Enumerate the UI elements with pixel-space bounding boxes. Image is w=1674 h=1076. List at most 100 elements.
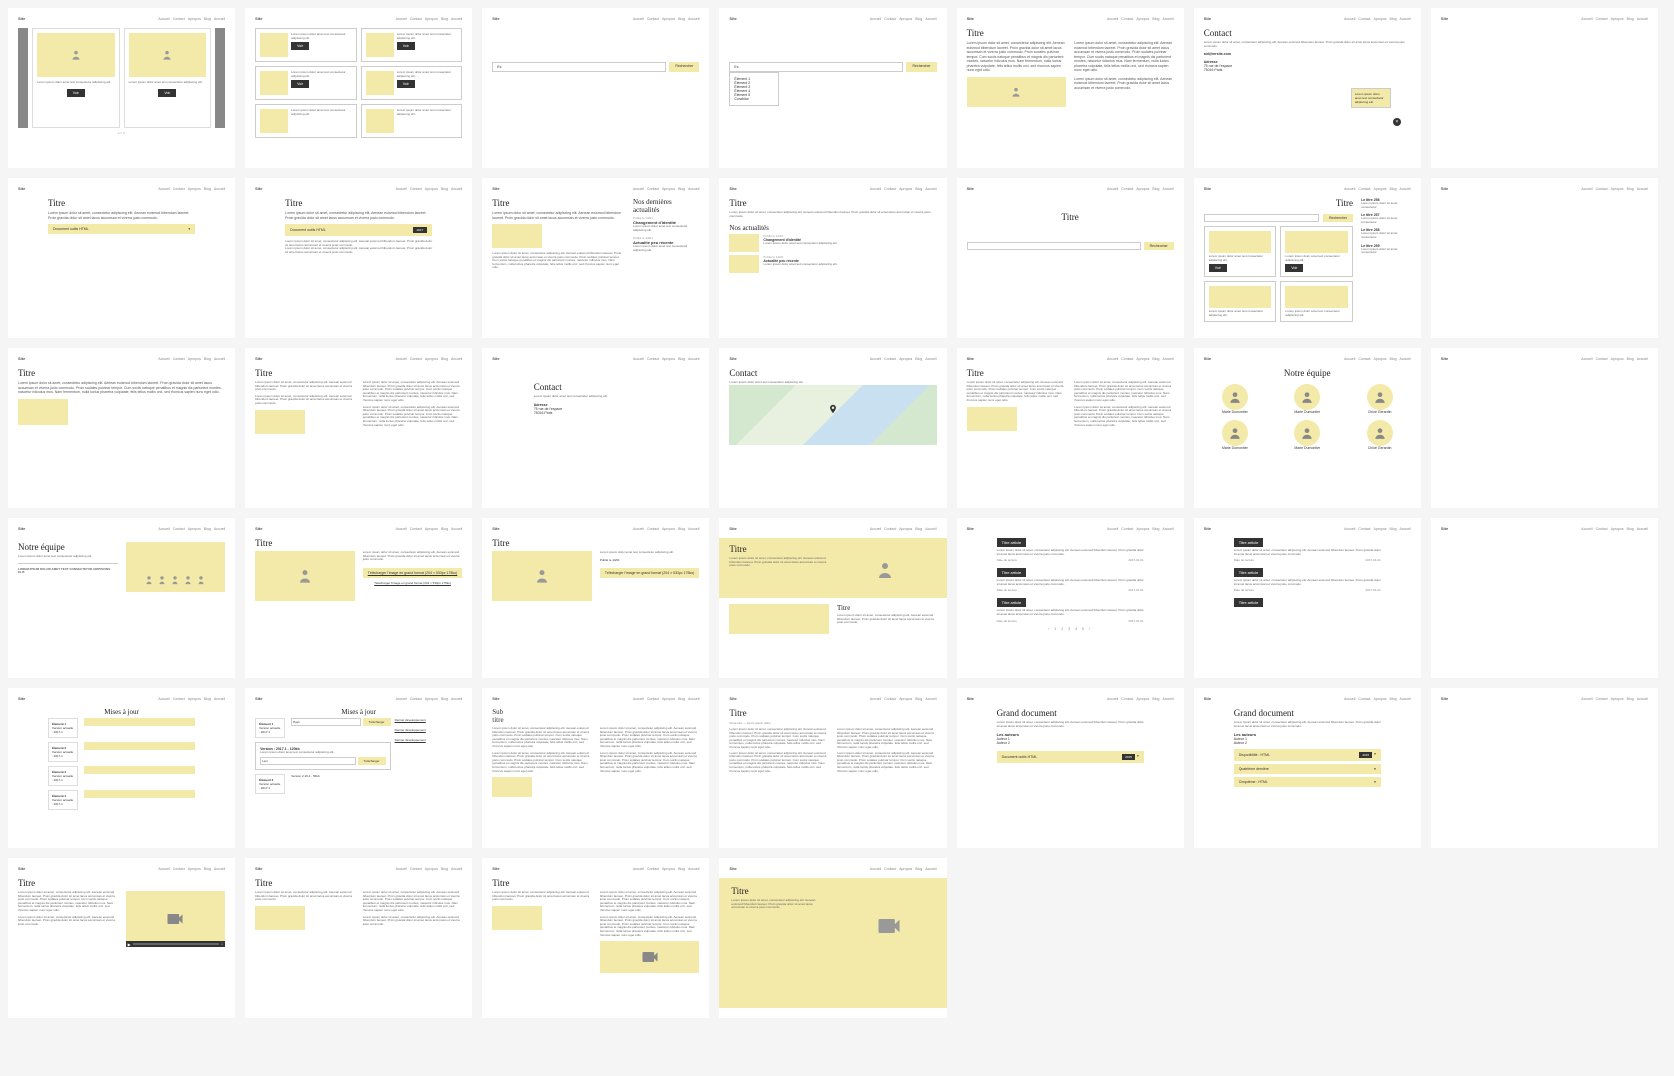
nav-item[interactable]: Apropos <box>1373 527 1386 531</box>
doc-option[interactable]: Disponibilité : HTML2015▾ <box>1234 749 1381 761</box>
nav-item[interactable]: Accueil <box>396 697 407 701</box>
nav-item[interactable]: Contact <box>1121 357 1133 361</box>
nav-item[interactable]: Apropos <box>662 357 675 361</box>
nav-item[interactable]: Blog <box>1627 187 1634 191</box>
site-name[interactable]: Site <box>18 16 25 21</box>
nav-item[interactable]: Apropos <box>1611 527 1624 531</box>
nav-item[interactable]: Apropos <box>188 17 201 21</box>
nav-item[interactable]: Apropos <box>1136 697 1149 701</box>
nav-item[interactable]: Apropos <box>1611 357 1624 361</box>
nav-item[interactable]: Accueil <box>1344 187 1355 191</box>
nav-item[interactable]: Apropos <box>425 697 438 701</box>
email-link[interactable]: sid@mrsite.com <box>1204 52 1231 56</box>
nav-item[interactable]: Accueil <box>1400 17 1411 21</box>
site-name[interactable]: Site <box>18 356 25 361</box>
voir-button[interactable]: Voir <box>291 80 309 88</box>
nav-item[interactable]: Contact <box>1358 17 1370 21</box>
nav-item[interactable]: Blog <box>1390 17 1397 21</box>
nav-item[interactable]: Accueil <box>1637 17 1648 21</box>
nav-item[interactable]: Accueil <box>214 187 225 191</box>
site-name[interactable]: Site <box>255 356 262 361</box>
nav-item[interactable]: Apropos <box>899 697 912 701</box>
close-icon[interactable]: × <box>1393 118 1401 126</box>
nav-item[interactable]: Apropos <box>662 697 675 701</box>
nav-item[interactable]: Apropos <box>425 867 438 871</box>
site-name[interactable]: Site <box>1204 696 1211 701</box>
nav-item[interactable]: Apropos <box>1373 697 1386 701</box>
nav-item[interactable]: Accueil <box>214 697 225 701</box>
nav-item[interactable]: Blog <box>1627 357 1634 361</box>
nav-item[interactable]: Blog <box>204 357 211 361</box>
download-link[interactable]: Télécharger l'image en grand format (204… <box>363 581 463 585</box>
carousel-dots[interactable]: • ○ ○ <box>18 131 225 135</box>
nav-item[interactable]: Contact <box>1596 527 1608 531</box>
doc-dropdown[interactable]: Document outils HTML2015▾ <box>997 751 1144 763</box>
nav-item[interactable]: Contact <box>173 187 185 191</box>
site-name[interactable]: Site <box>18 186 25 191</box>
nav-item[interactable]: Accueil <box>925 17 936 21</box>
nav-item[interactable]: Blog <box>915 357 922 361</box>
nav-item[interactable]: Apropos <box>899 17 912 21</box>
nav-item[interactable]: Accueil <box>158 357 169 361</box>
nav-item[interactable]: Contact <box>173 357 185 361</box>
nav-item[interactable]: Contact <box>884 17 896 21</box>
site-name[interactable]: Site <box>492 526 499 531</box>
nav-item[interactable]: Accueil <box>870 527 881 531</box>
nav-item[interactable]: Accueil <box>925 527 936 531</box>
result-item[interactable]: Le titre 258Lorem ipsum dolor sit amet c… <box>1361 228 1411 239</box>
site-name[interactable]: Site <box>1204 526 1211 531</box>
article-item[interactable]: Titre article <box>1234 598 1381 609</box>
nav-item[interactable]: Accueil <box>1107 187 1118 191</box>
nav-item[interactable]: Accueil <box>925 697 936 701</box>
nav-item[interactable]: Contact <box>173 697 185 701</box>
nav-item[interactable]: Blog <box>678 527 685 531</box>
nav-item[interactable]: Blog <box>915 527 922 531</box>
nav-item[interactable]: Apropos <box>425 527 438 531</box>
nav-item[interactable]: Accueil <box>451 527 462 531</box>
result-item[interactable]: Le titre 257Lorem ipsum dolor sit amet c… <box>1361 213 1411 224</box>
nav-item[interactable]: Apropos <box>1611 187 1624 191</box>
team-member[interactable]: Marie Dumontier <box>1294 384 1320 414</box>
nav-item[interactable]: Apropos <box>188 527 201 531</box>
nav-item[interactable]: Blog <box>1627 527 1634 531</box>
nav-item[interactable]: Apropos <box>899 867 912 871</box>
nav-item[interactable]: Accueil <box>870 187 881 191</box>
nav-item[interactable]: Accueil <box>451 187 462 191</box>
site-name[interactable]: Site <box>18 696 25 701</box>
download-button[interactable]: Télécharger l'image en grand format (204… <box>600 568 700 578</box>
nav-item[interactable]: Apropos <box>1373 357 1386 361</box>
nav-item[interactable]: Contact <box>173 867 185 871</box>
nav-item[interactable]: Contact <box>884 867 896 871</box>
site-name[interactable]: Site <box>492 696 499 701</box>
site-name[interactable]: Site <box>1441 16 1448 21</box>
nav-item[interactable]: Contact <box>410 357 422 361</box>
site-name[interactable]: Site <box>729 16 736 21</box>
team-member[interactable]: Marie Dumontier <box>1222 384 1248 414</box>
nav-item[interactable]: Accueil <box>1162 187 1173 191</box>
side-link[interactable]: Dernier développement <box>395 728 463 732</box>
nav-item[interactable]: Blog <box>204 17 211 21</box>
action-bar[interactable]: Document outils HTML2017 <box>285 224 432 236</box>
search-input[interactable] <box>1204 214 1319 222</box>
nav-item[interactable]: Contact <box>884 357 896 361</box>
article-item[interactable]: Titre article Lorem ipsum dolor sit amet… <box>1234 568 1381 592</box>
nav-item[interactable]: Accueil <box>1637 357 1648 361</box>
nav-item[interactable]: Blog <box>915 187 922 191</box>
nav-item[interactable]: Accueil <box>688 187 699 191</box>
nav-item[interactable]: Contact <box>1596 357 1608 361</box>
site-name[interactable]: Site <box>1441 186 1448 191</box>
nav-item[interactable]: Blog <box>441 357 448 361</box>
nav-item[interactable]: Contact <box>647 187 659 191</box>
nav-item[interactable]: Contact <box>884 697 896 701</box>
site-name[interactable]: Site <box>492 186 499 191</box>
nav-item[interactable]: Accueil <box>1400 527 1411 531</box>
nav-item[interactable]: Blog <box>441 697 448 701</box>
nav-item[interactable]: Accueil <box>1344 17 1355 21</box>
nav-item[interactable]: Accueil <box>1637 187 1648 191</box>
nav-item[interactable]: Accueil <box>925 187 936 191</box>
nav-item[interactable]: Accueil <box>688 357 699 361</box>
nav-item[interactable]: Blog <box>915 867 922 871</box>
nav-item[interactable]: Accueil <box>688 17 699 21</box>
site-name[interactable]: Site <box>729 186 736 191</box>
nav-item[interactable]: Accueil <box>870 867 881 871</box>
